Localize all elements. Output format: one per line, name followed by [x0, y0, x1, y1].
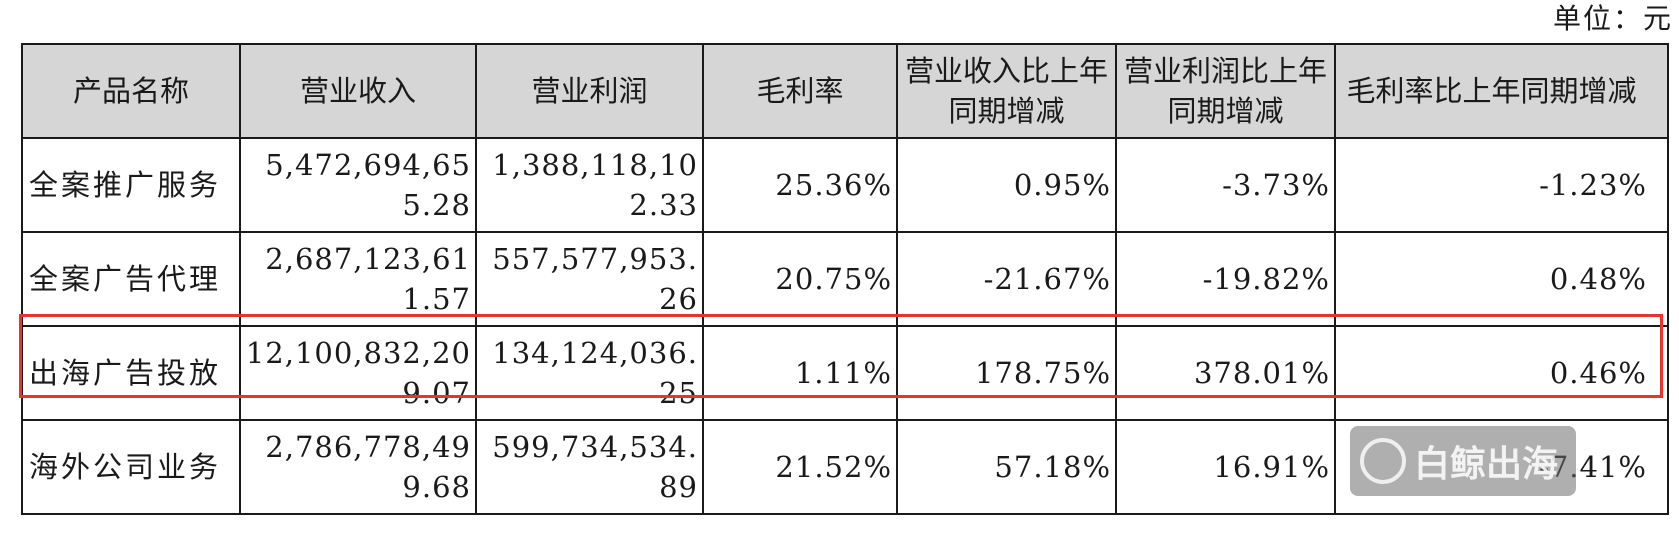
cell-revenue: 2,687,123,611.57 [239, 231, 477, 327]
table-row: 海外公司业务 2,786,778,499.68 599,734,534.89 2… [21, 419, 1669, 515]
header-margin-yoy: 毛利率比上年同期增减 [1334, 43, 1669, 139]
cell-operating-profit: 134,124,036.25 [475, 325, 704, 421]
header-revenue-yoy: 营业收入比上年同期增减 [896, 43, 1117, 139]
header-profit-yoy: 营业利润比上年同期增减 [1115, 43, 1336, 139]
cell-revenue-yoy: -21.67% [896, 231, 1117, 327]
cell-margin-yoy: 0.46% [1334, 325, 1669, 421]
header-revenue: 营业收入 [239, 43, 477, 139]
financial-table: 产品名称 营业收入 营业利润 毛利率 营业收入比上年同期增减 营业利润比上年同期… [21, 43, 1669, 515]
watermark-text: 白鲸出海 [1414, 444, 1559, 485]
cell-gross-margin: 20.75% [702, 231, 898, 327]
cell-gross-margin: 25.36% [702, 137, 898, 233]
watermark: 白鲸出海 [1350, 426, 1576, 496]
unit-label: 单位：元 [1552, 2, 1673, 35]
cell-margin-yoy: 0.48% [1334, 231, 1669, 327]
header-product-name: 产品名称 [21, 43, 241, 139]
whale-logo-icon [1360, 438, 1406, 484]
table-row: 全案推广服务 5,472,694,655.28 1,388,118,102.33… [21, 137, 1669, 233]
cell-revenue-yoy: 0.95% [896, 137, 1117, 233]
header-gross-margin: 毛利率 [702, 43, 898, 139]
table-row: 全案广告代理 2,687,123,611.57 557,577,953.26 2… [21, 231, 1669, 327]
cell-operating-profit: 557,577,953.26 [475, 231, 704, 327]
cell-profit-yoy: 16.91% [1115, 419, 1336, 515]
cell-product-name: 全案广告代理 [21, 231, 241, 327]
cell-product-name: 出海广告投放 [21, 325, 241, 421]
cell-operating-profit: 1,388,118,102.33 [475, 137, 704, 233]
cell-operating-profit: 599,734,534.89 [475, 419, 704, 515]
cell-product-name: 海外公司业务 [21, 419, 241, 515]
cell-revenue: 2,786,778,499.68 [239, 419, 477, 515]
cell-margin-yoy: -1.23% [1334, 137, 1669, 233]
header-operating-profit: 营业利润 [475, 43, 704, 139]
cell-profit-yoy: -3.73% [1115, 137, 1336, 233]
cell-revenue-yoy: 57.18% [896, 419, 1117, 515]
table-header-row: 产品名称 营业收入 营业利润 毛利率 营业收入比上年同期增减 营业利润比上年同期… [21, 43, 1669, 139]
cell-profit-yoy: 378.01% [1115, 325, 1336, 421]
cell-revenue: 5,472,694,655.28 [239, 137, 477, 233]
table-row-highlighted: 出海广告投放 12,100,832,209.07 134,124,036.25 … [21, 325, 1669, 421]
cell-gross-margin: 1.11% [702, 325, 898, 421]
cell-revenue-yoy: 178.75% [896, 325, 1117, 421]
cell-product-name: 全案推广服务 [21, 137, 241, 233]
cell-revenue: 12,100,832,209.07 [239, 325, 477, 421]
cell-gross-margin: 21.52% [702, 419, 898, 515]
cell-profit-yoy: -19.82% [1115, 231, 1336, 327]
